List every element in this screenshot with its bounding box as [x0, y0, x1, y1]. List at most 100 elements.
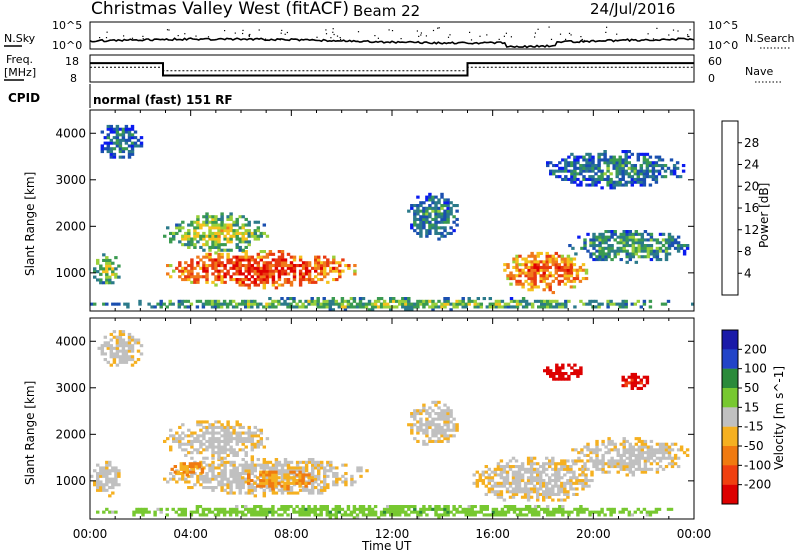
heatmap-cell [646, 244, 651, 248]
heatmap-cell [586, 232, 590, 236]
heatmap-cell [643, 467, 648, 471]
heatmap-cell [112, 141, 117, 145]
heatmap-cell [379, 305, 384, 309]
heatmap-cell [643, 244, 648, 248]
heatmap-cell [532, 456, 537, 460]
heatmap-cell [497, 302, 502, 306]
heatmap-cell [607, 448, 611, 452]
heatmap-cell [271, 507, 275, 511]
heatmap-cell [307, 476, 311, 480]
heatmap-cell [606, 175, 610, 179]
heatmap-cell [542, 288, 546, 292]
heatmap-cell [419, 510, 423, 514]
heatmap-cell [322, 505, 326, 509]
heatmap-cell [639, 169, 644, 173]
heatmap-cell [175, 266, 179, 270]
heatmap-cell [526, 470, 531, 474]
heatmap-cell [422, 423, 426, 427]
noise-search-dot [106, 31, 108, 33]
heatmap-cell [340, 507, 345, 511]
heatmap-cell [292, 470, 296, 474]
heatmap-cell [524, 513, 529, 517]
heatmap-cell [598, 246, 602, 250]
heatmap-cell [422, 217, 426, 221]
heatmap-cell [265, 302, 269, 306]
heatmap-cell [505, 487, 510, 491]
heatmap-cell [96, 477, 100, 481]
heatmap-cell [515, 279, 519, 283]
heatmap-cell [127, 155, 132, 159]
heatmap-cell [639, 172, 644, 176]
heatmap-cell [283, 299, 287, 303]
heatmap-cell [352, 297, 357, 301]
heatmap-cell [105, 460, 109, 464]
heatmap-cell [508, 465, 513, 469]
heatmap-cell [292, 479, 296, 483]
heatmap-cell [343, 308, 348, 312]
heatmap-cell [292, 305, 296, 309]
heatmap-cell [244, 469, 248, 473]
heatmap-cell [622, 445, 626, 449]
heatmap-cell [217, 466, 221, 470]
heatmap-cell [416, 516, 420, 520]
heatmap-cell [551, 254, 556, 258]
heatmap-cell [217, 420, 221, 424]
heatmap-cell [548, 479, 552, 483]
heatmap-cell [548, 462, 552, 466]
heatmap-cell [109, 147, 114, 151]
heatmap-cell [637, 246, 642, 250]
heatmap-cell [244, 240, 248, 244]
heatmap-cell [317, 469, 321, 473]
heatmap-cell [595, 445, 599, 449]
heatmap-cell [190, 237, 194, 241]
heatmap-cell [651, 172, 656, 176]
heatmap-cell [624, 183, 628, 187]
heatmap-cell [298, 460, 303, 464]
heatmap-cell [205, 445, 209, 449]
heatmap-cell [437, 206, 441, 210]
heatmap-cell [247, 434, 251, 438]
heatmap-cell [211, 215, 215, 219]
heatmap-cell [247, 283, 251, 287]
heatmap-cell [250, 513, 254, 517]
heatmap-cell [259, 275, 264, 279]
heatmap-cell [172, 234, 176, 238]
heatmap-cell [217, 223, 221, 227]
heatmap-cell [335, 477, 339, 481]
heatmap-cell [307, 473, 311, 477]
heatmap-cell [637, 238, 642, 242]
heatmap-cell [338, 264, 342, 268]
heatmap-cell [580, 459, 584, 463]
heatmap-cell [283, 278, 288, 282]
heatmap-cell [545, 285, 549, 289]
heatmap-cell [508, 467, 513, 471]
heatmap-cell [204, 507, 209, 511]
heatmap-cell [229, 486, 233, 490]
heatmap-cell [640, 467, 645, 471]
heatmap-cell [527, 254, 531, 258]
heatmap-cell [588, 510, 592, 514]
heatmap-cell [526, 467, 531, 471]
heatmap-cell [99, 486, 103, 490]
heatmap-cell [139, 141, 144, 145]
heatmap-cell [515, 268, 519, 272]
heatmap-cell [551, 257, 556, 261]
heatmap-cell [633, 381, 638, 385]
heatmap-cell [604, 451, 608, 455]
heatmap-cell [545, 467, 549, 471]
heatmap-cell [109, 127, 114, 131]
heatmap-cell [283, 463, 288, 467]
heatmap-cell [187, 231, 191, 235]
heatmap-cell [431, 217, 435, 221]
heatmap-cell [202, 266, 206, 270]
heatmap-cell [135, 510, 139, 514]
heatmap-cell [455, 428, 459, 432]
heatmap-cell [141, 507, 145, 511]
heatmap-cell [307, 460, 312, 464]
heatmap-cell [637, 249, 642, 253]
heatmap-cell [404, 505, 408, 509]
heatmap-cell [613, 232, 617, 236]
heatmap-cell [373, 302, 378, 306]
heatmap-cell [326, 463, 330, 467]
heatmap-cell [178, 439, 182, 443]
